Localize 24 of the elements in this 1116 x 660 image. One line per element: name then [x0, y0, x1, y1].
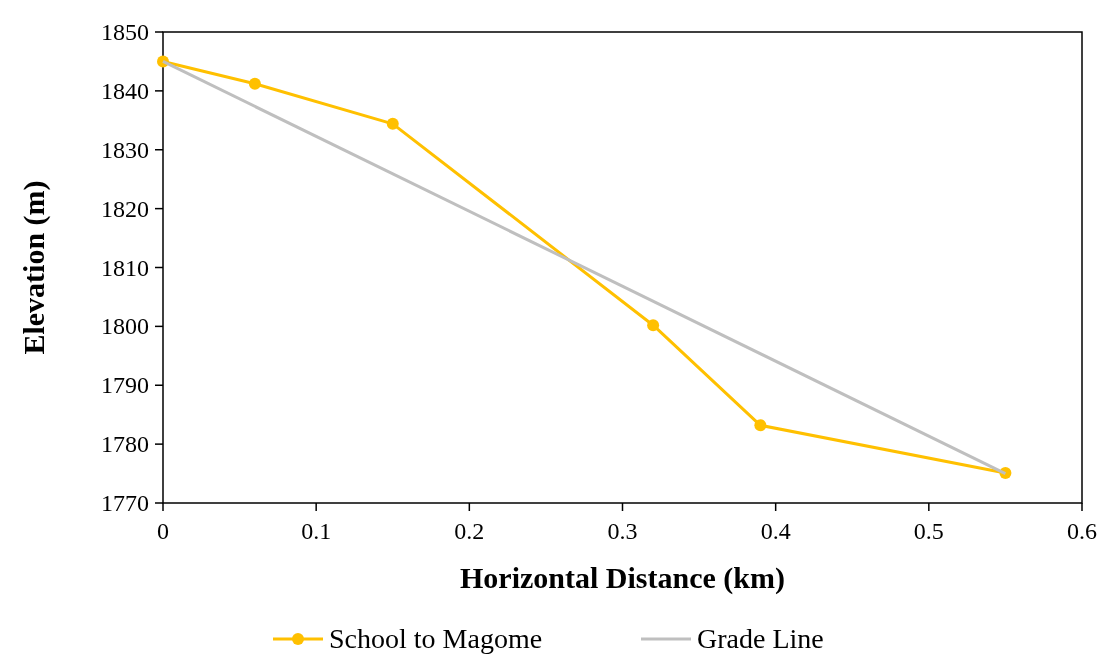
y-tick-label: 1840: [101, 77, 149, 104]
y-tick-label: 1780: [101, 431, 149, 458]
y-tick-label: 1770: [101, 490, 149, 516]
y-tick-label: 1810: [101, 254, 149, 281]
y-tick-label: 1800: [101, 313, 149, 340]
x-tick-label: 0.1: [301, 518, 332, 544]
legend-label: Grade Line: [697, 623, 824, 654]
point: [248, 77, 261, 90]
point: [754, 419, 767, 432]
y-tick-label: 1790: [101, 372, 149, 399]
x-tick-label: 0.2: [454, 518, 485, 544]
x-tick-label: 0.5: [913, 518, 944, 544]
x-axis-title: Horizontal Distance (km): [460, 561, 785, 595]
y-tick-label: 1830: [101, 136, 149, 163]
point: [386, 117, 399, 130]
point: [647, 319, 660, 332]
legend-label: School to Magome: [329, 623, 543, 654]
x-tick-label: 0.3: [607, 518, 638, 544]
x-tick-label: 0.4: [760, 518, 791, 544]
x-tick-label: 0.6: [1067, 518, 1097, 544]
y-tick-label: 1850: [101, 19, 149, 45]
y-tick-label: 1820: [101, 195, 149, 222]
x-tick-label: 0: [157, 518, 169, 544]
y-axis-title: Elevation (m): [17, 180, 51, 355]
